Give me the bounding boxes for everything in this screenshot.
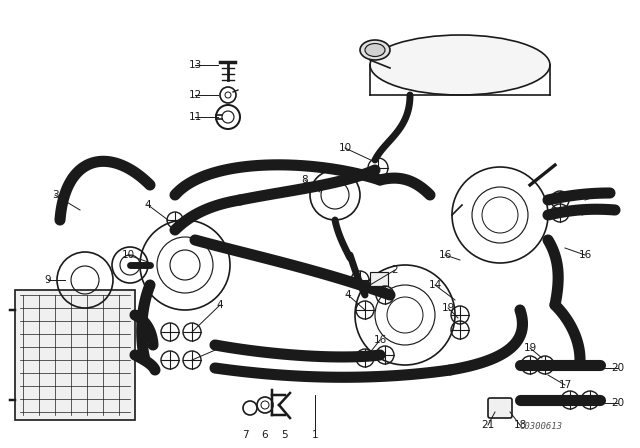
- Text: 11: 11: [188, 112, 202, 122]
- Text: 16: 16: [593, 205, 607, 215]
- Text: 4: 4: [217, 343, 223, 353]
- Text: 19: 19: [442, 303, 454, 313]
- FancyBboxPatch shape: [488, 398, 512, 418]
- Text: 4: 4: [345, 353, 351, 363]
- Text: 4: 4: [345, 290, 351, 300]
- Text: 18: 18: [513, 420, 527, 430]
- Bar: [370, 272, 388, 286]
- Ellipse shape: [360, 40, 390, 60]
- Text: 17: 17: [558, 380, 572, 390]
- Ellipse shape: [365, 43, 385, 56]
- Text: 2: 2: [392, 265, 398, 275]
- Text: 16: 16: [579, 250, 591, 260]
- Text: 4: 4: [217, 300, 223, 310]
- Text: 21: 21: [481, 420, 495, 430]
- Text: 19: 19: [524, 343, 536, 353]
- Text: 10: 10: [339, 143, 351, 153]
- Text: 14: 14: [428, 280, 442, 290]
- Text: 13: 13: [188, 60, 202, 70]
- Text: 9: 9: [45, 275, 51, 285]
- Text: C0300613: C0300613: [519, 422, 563, 431]
- Text: 3: 3: [52, 190, 58, 200]
- Text: 6: 6: [262, 430, 268, 440]
- Text: 8: 8: [301, 175, 308, 185]
- Text: 1: 1: [312, 430, 318, 440]
- Text: 16: 16: [438, 250, 452, 260]
- Text: 12: 12: [188, 90, 202, 100]
- Text: 16: 16: [373, 335, 387, 345]
- Text: 15: 15: [593, 190, 607, 200]
- Text: 5: 5: [282, 430, 288, 440]
- Ellipse shape: [370, 35, 550, 95]
- Text: 7: 7: [242, 430, 248, 440]
- Text: 20: 20: [611, 363, 625, 373]
- Text: 4: 4: [145, 200, 151, 210]
- Text: 10: 10: [122, 250, 134, 260]
- Bar: [15, 290, 135, 420]
- Text: 20: 20: [611, 398, 625, 408]
